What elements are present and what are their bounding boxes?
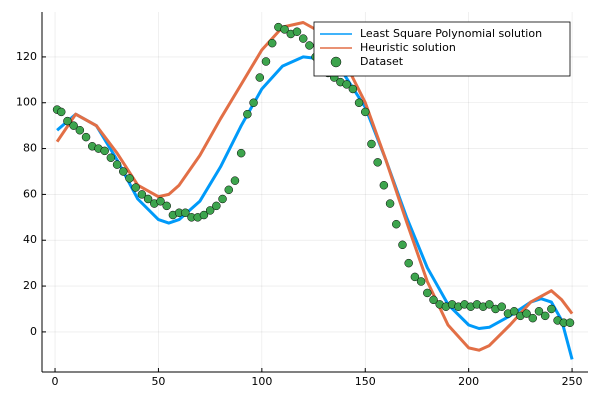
data-point (137, 190, 147, 199)
legend: Least Square Polynomial solutionHeuristi… (313, 21, 571, 77)
data-point (249, 98, 258, 107)
x-tick-label: 100 (251, 375, 272, 388)
y-tick-label: 0 (30, 325, 37, 338)
x-tick-label: 250 (562, 375, 583, 388)
data-point (429, 295, 438, 305)
data-point (112, 160, 122, 169)
data-point (100, 146, 109, 156)
data-point (522, 309, 531, 318)
data-point (162, 201, 171, 211)
data-point (410, 272, 420, 282)
y-tick-label: 20 (23, 279, 37, 292)
x-tick-label: 0 (52, 375, 59, 388)
data-point (125, 174, 134, 183)
data-point (119, 167, 128, 176)
data-point (416, 277, 426, 286)
data-point (565, 318, 575, 327)
data-point (63, 116, 72, 126)
data-point (230, 176, 240, 185)
data-point (534, 307, 544, 316)
legend-symbol (330, 56, 342, 68)
data-point (509, 307, 519, 316)
data-point (181, 208, 190, 217)
data-point (385, 199, 395, 208)
y-tick-label: 100 (16, 96, 37, 109)
line-series (56, 55, 574, 360)
x-tick-label: 200 (458, 375, 479, 388)
legend-label: Dataset (360, 55, 404, 68)
data-point (305, 41, 314, 50)
data-point (143, 194, 153, 204)
data-point (540, 311, 550, 321)
data-point (398, 240, 407, 250)
data-point (361, 107, 370, 117)
data-point (292, 27, 302, 36)
legend-label: Least Square Polynomial solution (360, 27, 542, 40)
data-point (373, 158, 382, 167)
legend-box (313, 21, 571, 77)
data-point (485, 300, 494, 309)
data-point (205, 206, 215, 215)
data-point (69, 121, 78, 130)
data-point (218, 194, 227, 204)
x-tick-label: 50 (151, 375, 165, 388)
data-point (404, 258, 413, 268)
data-point (528, 313, 538, 323)
y-tick-label: 60 (23, 187, 37, 200)
data-point (81, 132, 91, 142)
data-point (497, 302, 507, 311)
x-tick-label: 150 (355, 375, 376, 388)
data-point (367, 139, 376, 149)
data-point (224, 185, 234, 195)
data-point (547, 304, 556, 314)
y-tick-label: 80 (23, 142, 37, 155)
data-point (280, 25, 289, 34)
data-point (199, 210, 209, 220)
data-point (267, 38, 277, 48)
y-tick-label: 120 (16, 50, 37, 63)
data-point (106, 153, 116, 162)
data-point (75, 125, 85, 135)
data-point (423, 288, 432, 298)
data-point (131, 183, 140, 192)
data-point (298, 34, 308, 43)
data-point (342, 80, 351, 89)
legend-label: Heuristic solution (360, 41, 456, 54)
data-point (261, 57, 271, 66)
data-point (392, 219, 401, 229)
data-point (243, 109, 252, 119)
data-point (236, 148, 246, 158)
y-tick-label: 40 (23, 233, 37, 246)
data-point (379, 180, 389, 190)
data-point (156, 197, 165, 206)
data-point (56, 107, 66, 117)
data-point (348, 84, 358, 94)
data-point (255, 73, 265, 82)
data-point (212, 201, 221, 211)
data-point (354, 98, 364, 107)
